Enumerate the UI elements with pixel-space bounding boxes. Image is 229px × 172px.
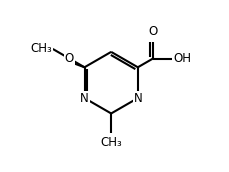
Text: N: N [80,92,89,105]
Text: CH₃: CH₃ [30,42,52,55]
Text: O: O [65,52,74,65]
Text: OH: OH [173,52,191,65]
Text: O: O [148,25,158,38]
Text: N: N [134,92,142,105]
Text: CH₃: CH₃ [100,136,122,149]
